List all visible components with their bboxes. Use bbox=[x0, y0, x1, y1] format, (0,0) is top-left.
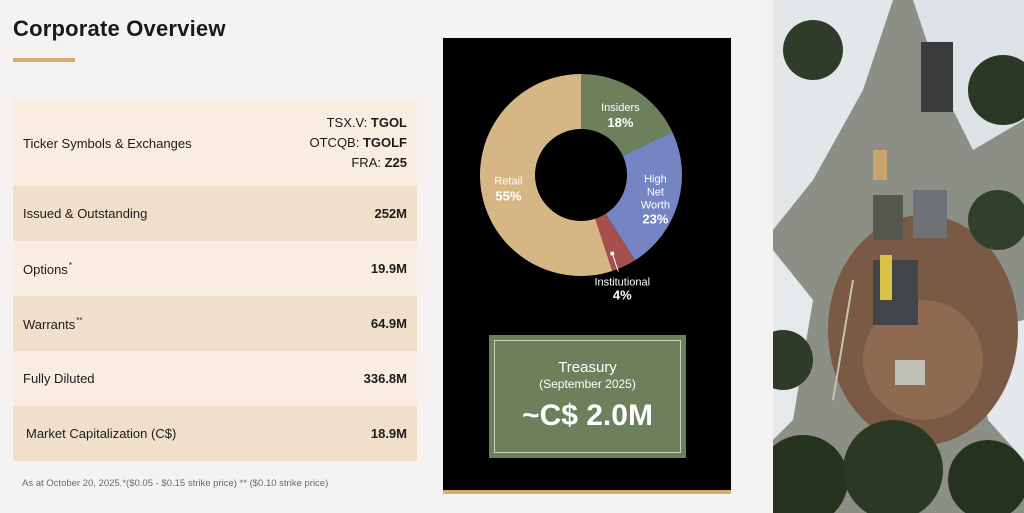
warrants-label: Warrants** bbox=[23, 315, 83, 332]
ticker-values: TSX.V: TGOL OTCQB: TGOLF FRA: Z25 bbox=[310, 113, 408, 173]
table-row-ticker: Ticker Symbols & Exchanges TSX.V: TGOL O… bbox=[13, 100, 417, 186]
label-high-net-worth-name-2: Net bbox=[647, 187, 664, 199]
donut-slice-institutional bbox=[595, 213, 636, 272]
institutional-leader-line bbox=[611, 253, 619, 272]
market-cap-value: 18.9M bbox=[370, 426, 407, 441]
treasury-title: Treasury bbox=[558, 359, 617, 376]
table-row-warrants: Warrants** 64.9M bbox=[13, 296, 417, 351]
treasury-box: Treasury (September 2025) ~C$ 2.0M bbox=[489, 335, 686, 458]
table-row-options: Options* 19.9M bbox=[13, 241, 417, 296]
table-row-diluted: Fully Diluted 336.8M bbox=[13, 351, 417, 406]
treasury-value: ~C$ 2.0M bbox=[522, 399, 653, 432]
issued-value: 252M bbox=[374, 206, 407, 221]
ticker-line-tsxv: TSX.V: TGOL bbox=[326, 115, 407, 130]
label-high-net-worth-name-1: High bbox=[644, 174, 667, 186]
label-retail-name: Retail bbox=[494, 175, 522, 187]
warrants-value: 64.9M bbox=[370, 316, 407, 331]
panel-accent-bar bbox=[443, 490, 731, 494]
issued-label: Issued & Outstanding bbox=[23, 206, 148, 221]
page-title: Corporate Overview bbox=[13, 16, 226, 41]
aerial-drill-site-photo bbox=[773, 0, 1024, 513]
donut-slice-insiders bbox=[581, 74, 673, 156]
share-structure-table: Ticker Symbols & Exchanges TSX.V: TGOL O… bbox=[13, 100, 417, 461]
ticker-line-fra: FRA: Z25 bbox=[351, 155, 407, 170]
treasury-subtitle: (September 2025) bbox=[539, 377, 636, 391]
label-high-net-worth-value: 23% bbox=[642, 212, 668, 227]
donut-slice-high-net-worth bbox=[605, 131, 682, 261]
label-high-net-worth-name-3: Worth bbox=[641, 200, 670, 212]
label-institutional-value: 4% bbox=[613, 288, 632, 303]
title-underline bbox=[13, 58, 75, 62]
ticker-line-otcqb: OTCQB: TGOLF bbox=[309, 135, 408, 150]
table-row-issued: Issued & Outstanding 252M bbox=[13, 186, 417, 241]
label-institutional-name: Institutional bbox=[594, 277, 650, 289]
footnote: As at October 20, 2025.*($0.05 - $0.15 s… bbox=[22, 478, 329, 489]
ticker-label: Ticker Symbols & Exchanges bbox=[23, 135, 192, 151]
diluted-label: Fully Diluted bbox=[23, 371, 95, 386]
treasury-frame: Treasury (September 2025) ~C$ 2.0M bbox=[494, 340, 681, 453]
options-value: 19.9M bbox=[370, 261, 407, 276]
options-label: Options* bbox=[23, 260, 72, 277]
diluted-value: 336.8M bbox=[363, 371, 407, 386]
label-insiders-value: 18% bbox=[607, 115, 633, 130]
label-retail-value: 55% bbox=[495, 188, 521, 203]
donut-slice-retail bbox=[479, 74, 613, 276]
market-cap-label: Market Capitalization (C$) bbox=[26, 426, 177, 441]
table-row-market-cap: Market Capitalization (C$) 18.9M bbox=[13, 406, 417, 461]
label-insiders-name: Insiders bbox=[601, 102, 640, 114]
